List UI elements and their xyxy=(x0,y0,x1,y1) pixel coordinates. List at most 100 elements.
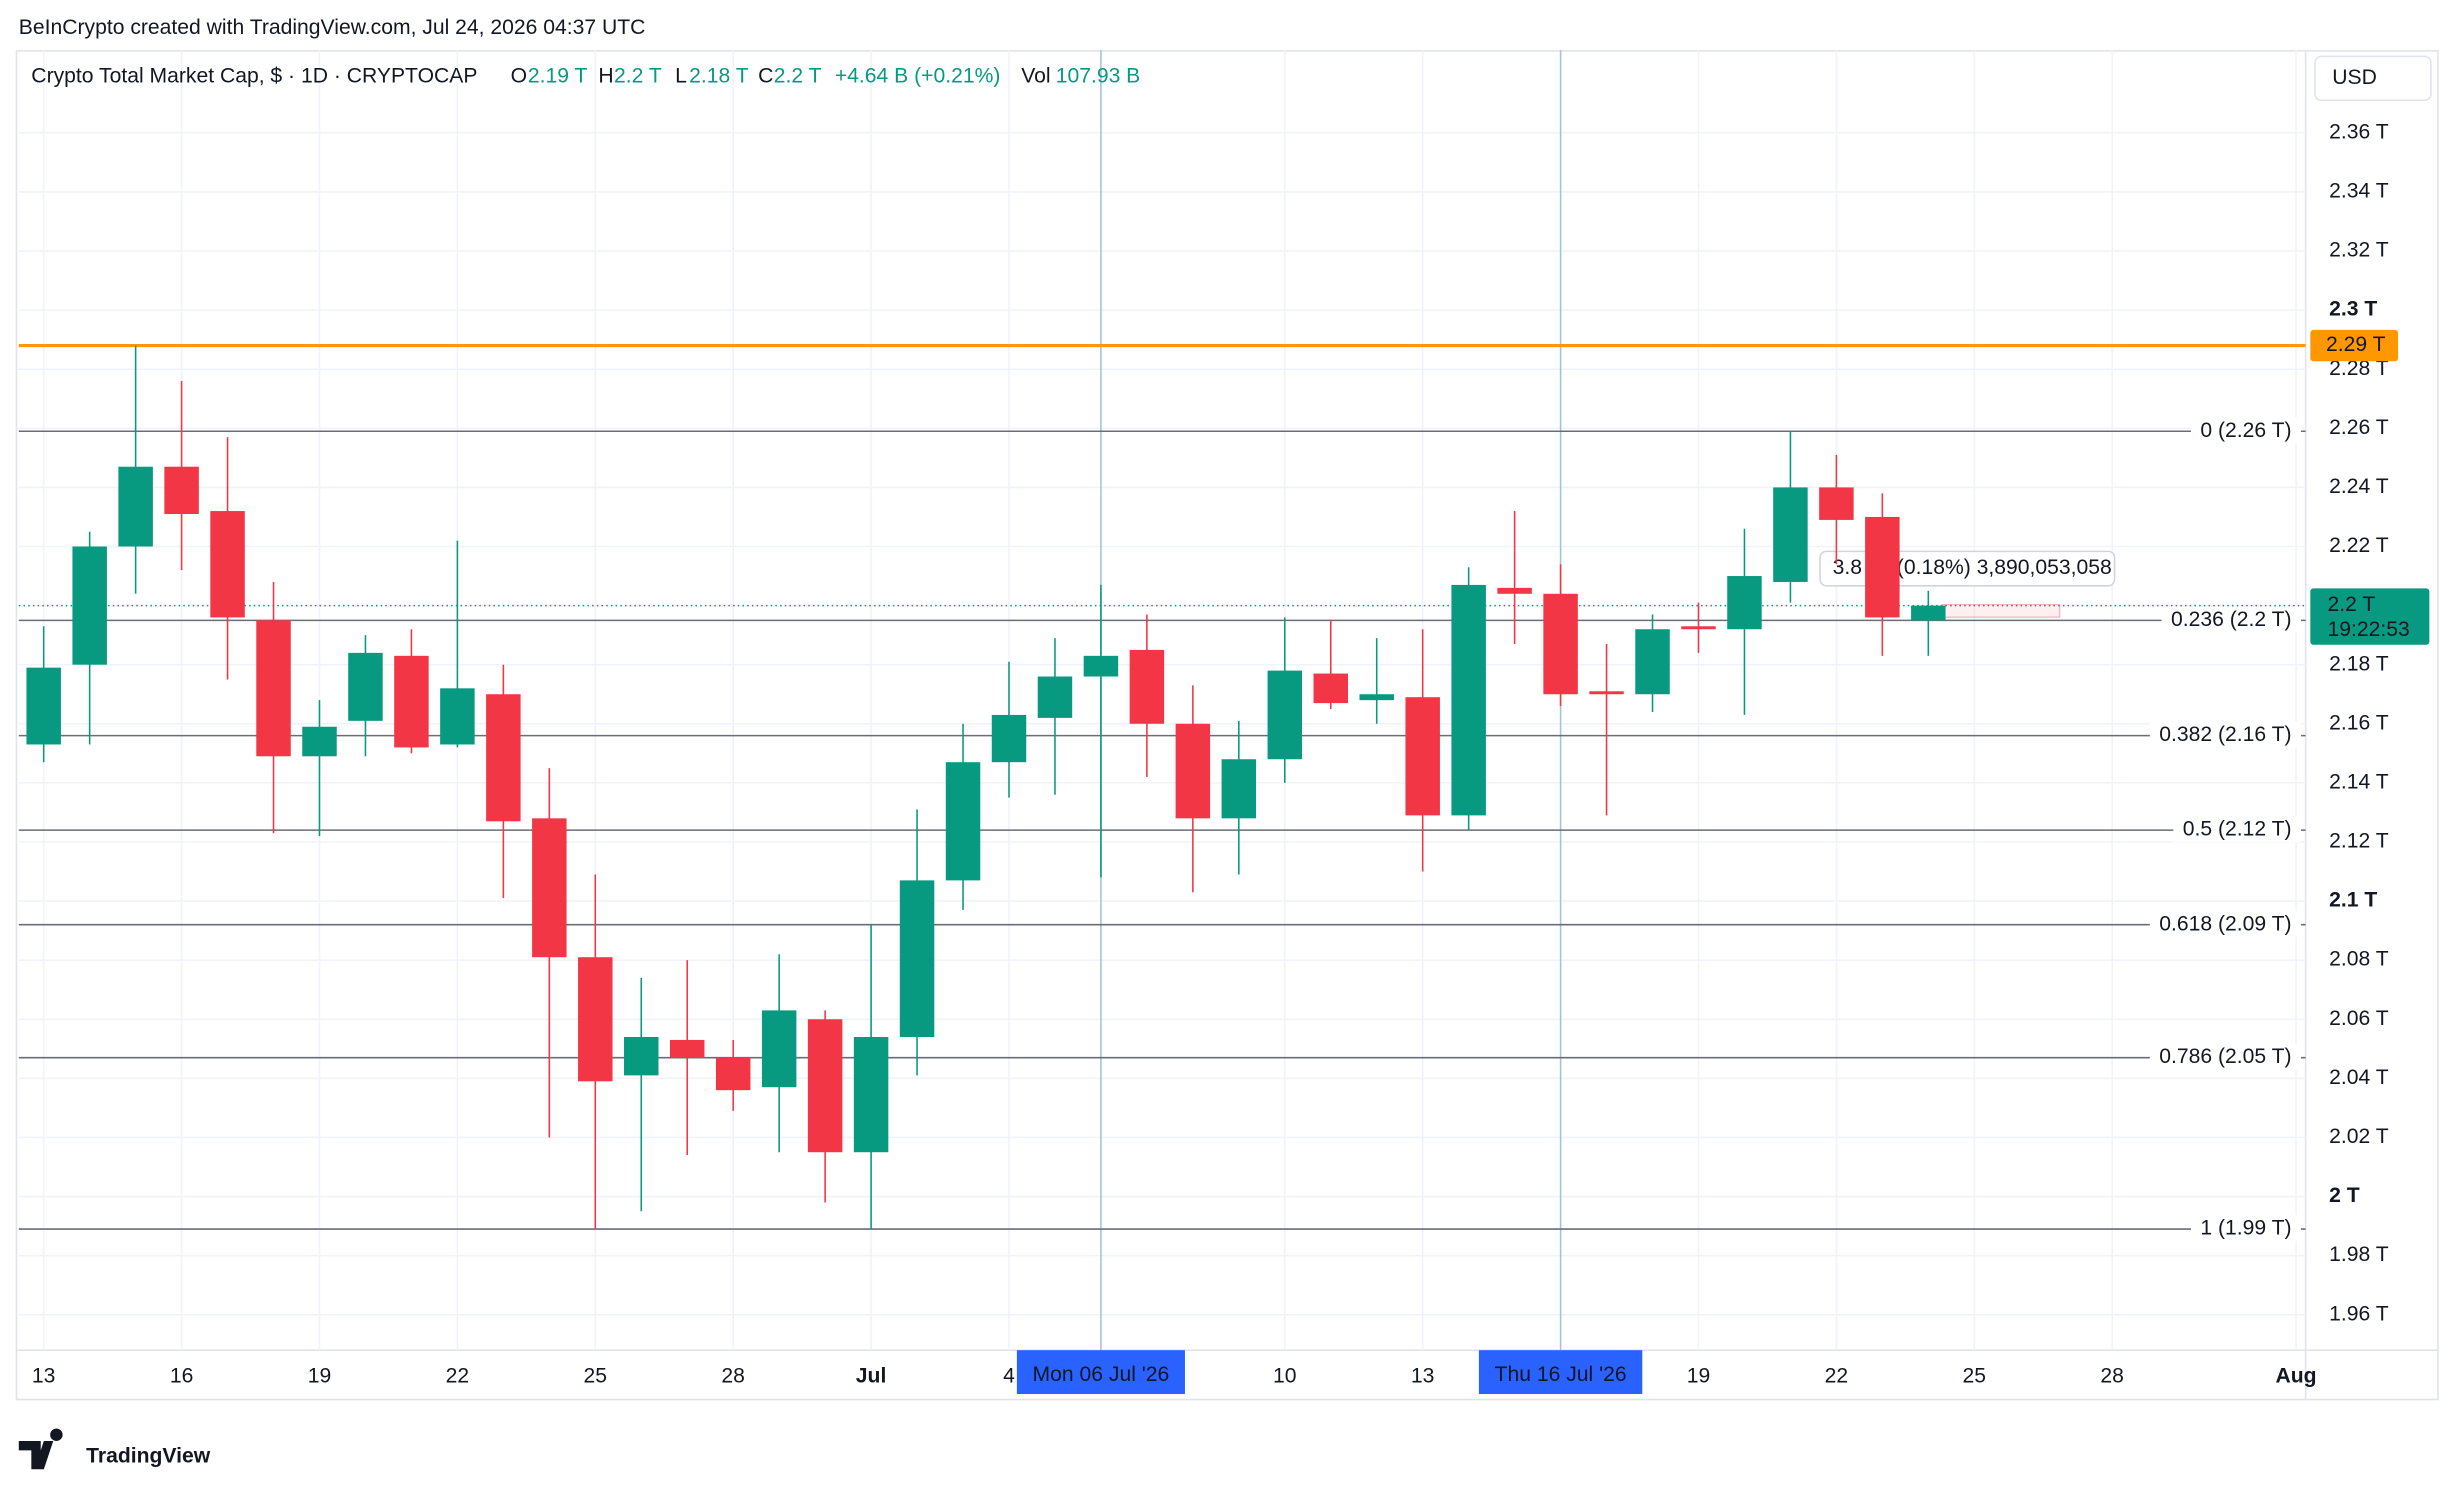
candle-body xyxy=(72,546,107,665)
candle-body xyxy=(1083,655,1119,677)
candle-body xyxy=(1911,605,1946,621)
y-tick-label: 2.06 T xyxy=(2329,1007,2389,1030)
y-tick-label: 2.3 T xyxy=(2329,298,2377,321)
legend-title: Crypto Total Market Cap, $ · 1D · CRYPTO… xyxy=(31,64,477,87)
fib-label-bg xyxy=(2149,721,2301,748)
axes: 1.96 T 1.98 T 2 T 2.02 T 2.04 T 2.06 T 2.08 T 2… xyxy=(32,120,2430,1395)
y-tick-label: 2.34 T xyxy=(2329,180,2389,203)
candle-body xyxy=(1681,626,1716,630)
legend-open: 2.19 T xyxy=(528,64,588,87)
candle-body xyxy=(1359,694,1394,701)
candle-body xyxy=(853,1036,889,1153)
candle-body xyxy=(164,466,199,515)
candle-body xyxy=(440,688,475,745)
x-tick-label: 19 xyxy=(308,1364,332,1387)
fib-label: 0 (2.26 T) xyxy=(2200,419,2291,442)
fib-label-bg xyxy=(2190,417,2301,444)
fib-label-bg xyxy=(2190,1215,2301,1242)
candle-body xyxy=(210,511,245,618)
legend-vol-label: Vol xyxy=(1021,64,1050,87)
countdown: 19:22:53 xyxy=(2328,618,2410,641)
candle-body xyxy=(486,694,521,822)
legend-o-label: O xyxy=(511,64,527,87)
candle-body xyxy=(532,818,567,958)
x-tick-label: 22 xyxy=(1825,1364,1849,1387)
candle-body xyxy=(807,1019,843,1153)
y-tick-label: 2.16 T xyxy=(2329,711,2389,734)
chart-frame xyxy=(15,50,2439,1401)
x-tick-label: 10 xyxy=(1273,1364,1296,1387)
candle-body xyxy=(256,620,291,757)
x-tick-label: 25 xyxy=(1963,1364,1987,1387)
candle-body xyxy=(1773,487,1808,582)
fib-label-bg xyxy=(2149,910,2301,937)
fib-label: 0.618 (2.09 T) xyxy=(2159,912,2291,935)
y-tick-label: 2.36 T xyxy=(2329,120,2389,143)
legend-change: +4.64 B (+0.21%) xyxy=(835,64,1001,87)
x-tick-label: Aug xyxy=(2276,1364,2317,1387)
y-tick-label: 1.98 T xyxy=(2329,1243,2389,1266)
measure-range xyxy=(1941,604,2061,618)
y-tick-label: 2.18 T xyxy=(2329,652,2389,675)
fib-label-bg xyxy=(2149,1043,2301,1070)
candle-body xyxy=(1405,697,1440,816)
x-tick-label: 13 xyxy=(1411,1364,1435,1387)
fib-label: 0.382 (2.16 T) xyxy=(2159,723,2291,746)
x-tick-label: 19 xyxy=(1687,1364,1711,1387)
y-tick-label: 2 T xyxy=(2329,1184,2360,1207)
x-tick-label: 25 xyxy=(584,1364,608,1387)
candle-body xyxy=(118,466,153,547)
footer-brand: TradingView xyxy=(86,1444,211,1467)
candle-body xyxy=(1221,759,1257,819)
legend-low: 2.18 T xyxy=(689,64,749,87)
candle-body xyxy=(1451,584,1486,816)
candle-body xyxy=(1313,673,1348,704)
y-tick-label: 2.28 T xyxy=(2329,357,2389,380)
candle-body xyxy=(1865,516,1900,618)
candle-body xyxy=(1129,649,1165,724)
fib-label: 0.5 (2.12 T) xyxy=(2183,818,2292,841)
crosshair-label-box xyxy=(1478,1350,1643,1395)
candle-body xyxy=(578,957,613,1082)
last-price-label: 2.2 T xyxy=(2328,593,2376,616)
candle-body xyxy=(899,880,935,1037)
candle-body xyxy=(1819,487,1854,520)
header: BeInCrypto created with TradingView.com,… xyxy=(19,16,646,39)
price-line-label: 2.29 T xyxy=(2326,333,2386,356)
candle-body xyxy=(394,655,429,748)
x-tick-label: 28 xyxy=(721,1364,745,1387)
crosshair-label: Thu 16 Jul '26 xyxy=(1495,1363,1627,1386)
currency-button[interactable] xyxy=(2314,55,2432,102)
x-tick-label: 16 xyxy=(170,1364,194,1387)
candle-body xyxy=(761,1010,797,1088)
fib-label-bg xyxy=(2173,816,2301,843)
y-tick-label: 2.1 T xyxy=(2329,889,2377,912)
logo-icon xyxy=(18,1428,63,1470)
y-tick-label: 2.04 T xyxy=(2329,1066,2389,1089)
legend-h-label: H xyxy=(598,64,613,87)
fib-label: 0.236 (2.2 T) xyxy=(2171,608,2292,631)
legend-close: 2.2 T xyxy=(774,64,822,87)
legend-c-label: C xyxy=(758,64,773,87)
price-line-box xyxy=(2310,329,2399,362)
candle-body xyxy=(26,667,61,745)
last-price-box xyxy=(2310,588,2430,645)
legend: Crypto Total Market Cap, $ · 1D · CRYPTO… xyxy=(31,64,1140,87)
measure-text: 3.8 xyxy=(1833,556,1862,579)
y-tick-label: 2.22 T xyxy=(2329,534,2389,557)
legend-volume: 107.93 B xyxy=(1056,64,1141,87)
candle-body xyxy=(302,726,337,757)
currency[interactable]: USD xyxy=(2332,66,2377,89)
y-tick-label: 1.96 T xyxy=(2329,1302,2389,1325)
y-tick-label: 2.08 T xyxy=(2329,948,2389,971)
measure-detail: (0.18%) 3,890,053,058 xyxy=(1897,556,2112,579)
candle-body xyxy=(1727,576,1762,630)
candle-body xyxy=(945,762,981,881)
candle-body xyxy=(1497,587,1532,594)
candle-body xyxy=(715,1057,751,1091)
legend-high: 2.2 T xyxy=(614,64,662,87)
y-tick-label: 2.26 T xyxy=(2329,416,2389,439)
y-tick-label: 2.14 T xyxy=(2329,770,2389,793)
